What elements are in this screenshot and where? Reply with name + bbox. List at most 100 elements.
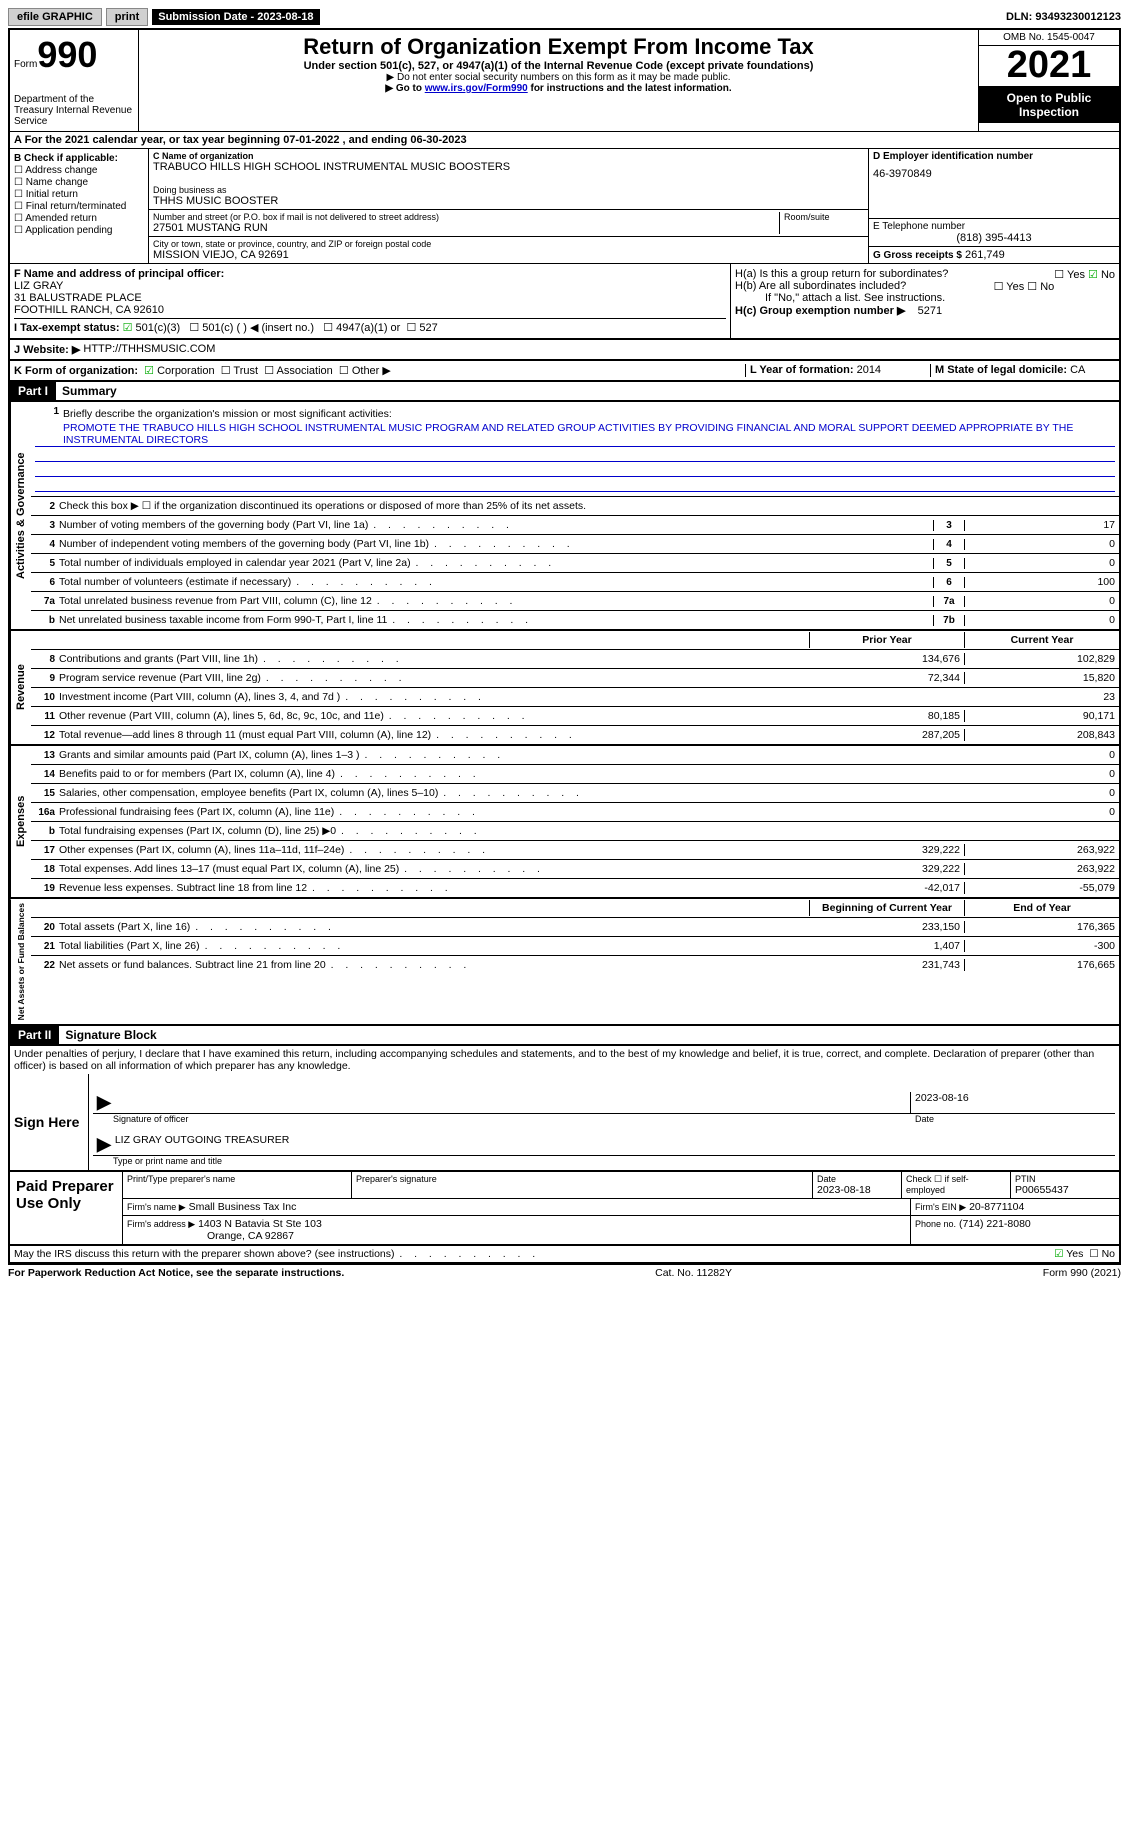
ha-no[interactable]: No [1088,269,1115,281]
k-row: K Form of organization: Corporation Trus… [8,361,1121,382]
arrow-icon: ▶ [93,1134,115,1155]
ein: 46-3970849 [873,168,1115,180]
officer-addr2: FOOTHILL RANCH, CA 92610 [14,304,726,316]
chk-4947[interactable]: 4947(a)(1) or [323,322,400,334]
hb-row: H(b) Are all subordinates included? Yes … [735,280,1115,292]
summary-line: 18Total expenses. Add lines 13–17 (must … [31,860,1119,879]
summary-line: 6Total number of volunteers (estimate if… [31,573,1119,592]
chk-assoc[interactable]: Association [264,365,333,377]
irs-discuss-row: May the IRS discuss this return with the… [8,1246,1121,1264]
open-to-public: Open to Public Inspection [979,87,1119,123]
summary-line: 19Revenue less expenses. Subtract line 1… [31,879,1119,897]
room-label: Room/suite [784,212,864,222]
form-header: Form990 Department of the Treasury Inter… [8,28,1121,131]
paid-preparer-label: Paid Preparer Use Only [10,1172,123,1244]
summary-line: 4Number of independent voting members of… [31,535,1119,554]
summary-line: 14Benefits paid to or for members (Part … [31,765,1119,784]
summary-line: bNet unrelated business taxable income f… [31,611,1119,629]
side-expenses: Expenses [10,746,31,897]
irs-link[interactable]: www.irs.gov/Form990 [425,83,528,94]
hb-yes[interactable]: Yes [994,281,1025,293]
chk-other[interactable]: Other ▶ [339,365,391,377]
name-title-label: Type or print name and title [93,1156,1115,1166]
summary-expenses: Expenses 13Grants and similar amounts pa… [8,746,1121,899]
i-label: I Tax-exempt status: [14,322,120,334]
goto-note: ▶ Go to www.irs.gov/Form990 for instruct… [145,83,972,94]
summary-line: bTotal fundraising expenses (Part IX, co… [31,822,1119,841]
street: 27501 MUSTANG RUN [153,222,779,234]
officer-addr1: 31 BALUSTRADE PLACE [14,292,726,304]
dln-label: DLN: 93493230012123 [1006,11,1121,23]
print-button[interactable]: print [106,8,148,26]
submission-date: Submission Date - 2023-08-18 [152,9,319,25]
dba-name: THHS MUSIC BOOSTER [153,195,864,207]
summary-line: 13Grants and similar amounts paid (Part … [31,746,1119,765]
l1-label: Briefly describe the organization's miss… [63,406,1115,422]
form-title: Return of Organization Exempt From Incom… [145,34,972,60]
gross-receipts: 261,749 [965,249,1005,261]
chk-final-return[interactable]: Final return/terminated [14,201,144,212]
hdr-begin: Beginning of Current Year [809,900,964,916]
signature-block: Sign Here ▶ 2023-08-16 Signature of offi… [8,1074,1121,1172]
chk-527[interactable]: 527 [406,322,437,334]
chk-app-pending[interactable]: Application pending [14,225,144,236]
street-label: Number and street (or P.O. box if mail i… [153,212,779,222]
city-label: City or town, state or province, country… [153,239,864,249]
col-b-checkboxes: B Check if applicable: Address change Na… [10,149,149,263]
chk-501c3[interactable]: 501(c)(3) [123,322,181,334]
summary-revenue: Revenue Prior Year Current Year 8Contrib… [8,631,1121,746]
top-toolbar: efile GRAPHIC print Submission Date - 20… [8,8,1121,26]
org-name-label: C Name of organization [153,151,864,161]
f-label: F Name and address of principal officer: [14,268,726,280]
summary-line: 9Program service revenue (Part VIII, lin… [31,669,1119,688]
summary-line: 17Other expenses (Part IX, column (A), l… [31,841,1119,860]
officer-name: LIZ GRAY [14,280,726,292]
chk-trust[interactable]: Trust [221,365,258,377]
sig-date: 2023-08-16 [910,1092,1115,1113]
summary-line: 5Total number of individuals employed in… [31,554,1119,573]
summary-line: 12Total revenue—add lines 8 through 11 (… [31,726,1119,744]
hdr-current: Current Year [964,632,1119,648]
hdr-end: End of Year [964,900,1119,916]
summary-governance: Activities & Governance 1 Briefly descri… [8,402,1121,631]
website-row: J Website: ▶ HTTP://THHSMUSIC.COM [8,340,1121,361]
chk-name-change[interactable]: Name change [14,177,144,188]
chk-corp[interactable]: Corporation [144,365,214,377]
efile-label: efile GRAPHIC [8,8,102,26]
sig-officer-label: Signature of officer [93,1114,915,1124]
summary-line: 11Other revenue (Part VIII, column (A), … [31,707,1119,726]
discuss-no[interactable]: No [1089,1248,1115,1260]
discuss-yes[interactable]: Yes [1054,1248,1083,1260]
summary-line: 7aTotal unrelated business revenue from … [31,592,1119,611]
ein-label: D Employer identification number [873,151,1115,162]
phone-label: E Telephone number [873,221,1115,232]
arrow-icon: ▶ [93,1092,115,1113]
chk-amended[interactable]: Amended return [14,213,144,224]
summary-line: 22Net assets or fund balances. Subtract … [31,956,1119,974]
summary-line: 21Total liabilities (Part X, line 26)1,4… [31,937,1119,956]
chk-address-change[interactable]: Address change [14,165,144,176]
hc-row: H(c) Group exemption number ▶ 5271 [735,304,1115,317]
gross-label: G Gross receipts $ [873,250,962,261]
side-governance: Activities & Governance [10,402,31,629]
ha-yes[interactable]: Yes [1054,269,1085,281]
ssn-note: ▶ Do not enter social security numbers o… [145,72,972,83]
part2-header: Part II Signature Block [8,1026,1121,1046]
summary-line: 8Contributions and grants (Part VIII, li… [31,650,1119,669]
hb-no[interactable]: No [1027,281,1054,293]
chk-501c[interactable]: 501(c) ( ) ◀ (insert no.) [189,322,314,334]
chk-initial-return[interactable]: Initial return [14,189,144,200]
part1-header: Part I Summary [8,382,1121,402]
mission-text: PROMOTE THE TRABUCO HILLS HIGH SCHOOL IN… [35,422,1115,447]
phone: (818) 395-4413 [873,232,1115,244]
dept-label: Department of the Treasury Internal Reve… [14,94,134,127]
side-revenue: Revenue [10,631,31,744]
row-a-calendar: A For the 2021 calendar year, or tax yea… [8,131,1121,149]
officer-group-section: F Name and address of principal officer:… [8,264,1121,340]
preparer-block: Paid Preparer Use Only Print/Type prepar… [8,1172,1121,1246]
summary-line: 20Total assets (Part X, line 16)233,1501… [31,918,1119,937]
declaration: Under penalties of perjury, I declare th… [8,1046,1121,1074]
sig-date-label: Date [915,1114,1115,1124]
page-footer: For Paperwork Reduction Act Notice, see … [8,1264,1121,1281]
hb-note: If "No," attach a list. See instructions… [735,292,1115,304]
